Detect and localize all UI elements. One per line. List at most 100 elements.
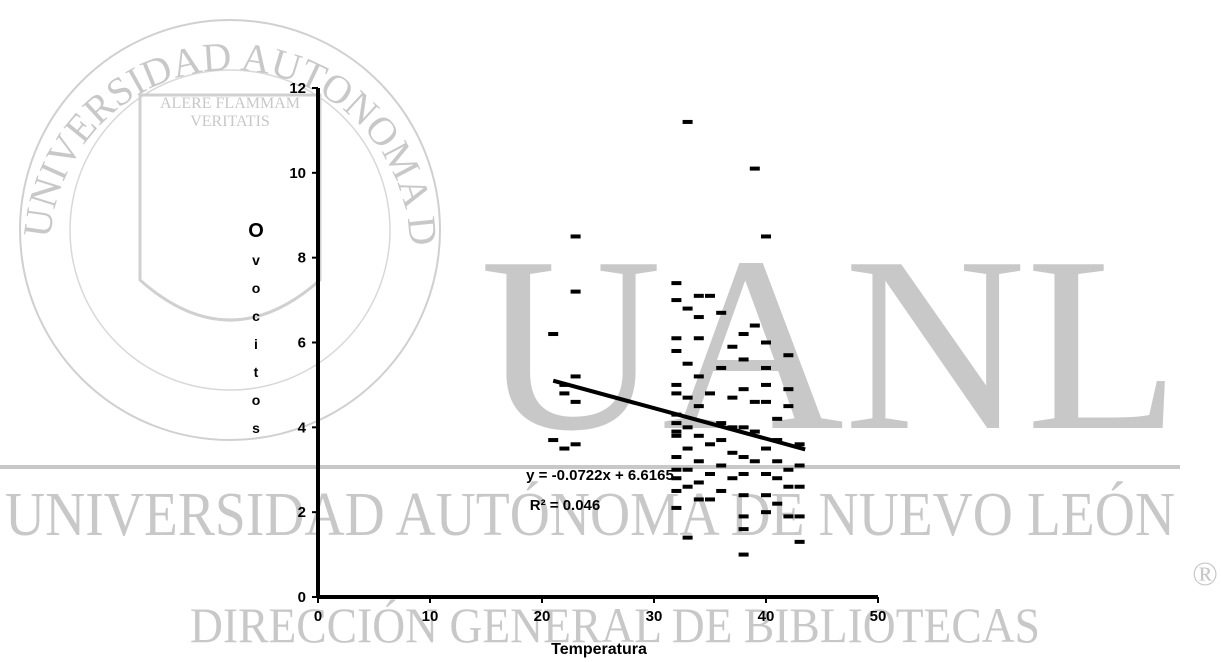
- point: [783, 467, 794, 472]
- point: [671, 336, 682, 341]
- point: [783, 514, 794, 519]
- point: [671, 488, 682, 493]
- point: [727, 476, 738, 481]
- point: [761, 399, 771, 404]
- point: [727, 395, 738, 400]
- point: [794, 514, 805, 519]
- point: [671, 429, 682, 434]
- point: [772, 459, 783, 464]
- point: [570, 374, 581, 379]
- point: [783, 353, 794, 358]
- x-tick-label: 40: [758, 608, 775, 625]
- point: [693, 404, 704, 409]
- point: [671, 348, 682, 353]
- point: [738, 552, 749, 557]
- point: [716, 310, 727, 315]
- point: [682, 484, 693, 489]
- point: [794, 463, 805, 468]
- university: UNIVERSIDAD AUTÓNOMA DE NUEVO LEÓN: [5, 481, 1175, 549]
- point: [738, 387, 749, 392]
- point: [671, 505, 682, 510]
- point: [671, 281, 682, 286]
- y-tick-label: 2: [298, 504, 306, 521]
- point: [783, 387, 794, 392]
- point: [682, 395, 693, 400]
- point: [761, 446, 771, 451]
- point: [682, 467, 693, 472]
- seal-ring: [69, 69, 391, 391]
- point: [559, 391, 570, 396]
- point: [570, 234, 581, 239]
- plot: 0 2 4 6 8 10 12 0 10 20 30 40 50: [289, 80, 886, 625]
- point: [671, 433, 682, 438]
- point: [738, 425, 749, 430]
- x-tick-label: 0: [314, 608, 322, 625]
- y-axis-label-letter: o: [252, 392, 261, 408]
- point: [794, 442, 805, 447]
- point: [705, 391, 715, 396]
- point: [761, 340, 771, 345]
- y-tick-label: 6: [298, 335, 306, 352]
- point: [682, 446, 693, 451]
- y-axis-label-letter: O: [248, 220, 264, 242]
- point: [716, 421, 727, 426]
- equation: y = -0.0722x + 6.6165: [526, 467, 674, 484]
- point: [671, 455, 682, 460]
- point: [738, 471, 749, 476]
- x-axis-label: Temperatura: [551, 641, 647, 658]
- point: [671, 467, 682, 472]
- point: [682, 535, 693, 540]
- y-axis-label-letter: c: [252, 308, 260, 324]
- point: [749, 166, 760, 171]
- point: [671, 382, 682, 387]
- point: [783, 404, 794, 409]
- acronym: UANL: [480, 206, 1180, 483]
- y-tick-label: 4: [298, 419, 307, 436]
- x-tick-label: 20: [534, 608, 551, 625]
- point: [738, 514, 749, 519]
- r-squared: R² = 0.046: [530, 497, 600, 514]
- point: [682, 119, 693, 124]
- y-axis-label-letter: t: [254, 364, 259, 380]
- y-axis-label-letter: s: [252, 420, 260, 436]
- point: [548, 332, 559, 337]
- point: [570, 289, 581, 294]
- point: [693, 480, 704, 485]
- point: [671, 391, 682, 396]
- x-tick-label: 10: [422, 608, 439, 625]
- point: [559, 446, 570, 451]
- point: [693, 459, 704, 464]
- point: [761, 382, 771, 387]
- point: [749, 429, 760, 434]
- point: [705, 293, 715, 298]
- point: [761, 234, 771, 239]
- seal-ring: [19, 19, 441, 441]
- point: [761, 510, 771, 515]
- point: [749, 323, 760, 328]
- point: [705, 442, 715, 447]
- point: [693, 497, 704, 502]
- point: [716, 488, 727, 493]
- motto: VERITATIS: [190, 113, 270, 130]
- point: [671, 476, 682, 481]
- motto: ALERE FLAMMAM: [160, 95, 300, 112]
- point: [548, 438, 559, 443]
- point: [705, 471, 715, 476]
- point: [705, 497, 715, 502]
- x-tick-label: 30: [646, 608, 663, 625]
- point: [738, 493, 749, 498]
- point: [761, 365, 771, 370]
- y-tick-label: 8: [298, 250, 306, 267]
- x-tick-label: 50: [870, 608, 887, 625]
- point: [794, 484, 805, 489]
- point: [749, 459, 760, 464]
- point: [693, 293, 704, 298]
- point: [716, 438, 727, 443]
- point: [716, 365, 727, 370]
- y-axis-label-letter: o: [252, 280, 261, 296]
- point: [749, 399, 760, 404]
